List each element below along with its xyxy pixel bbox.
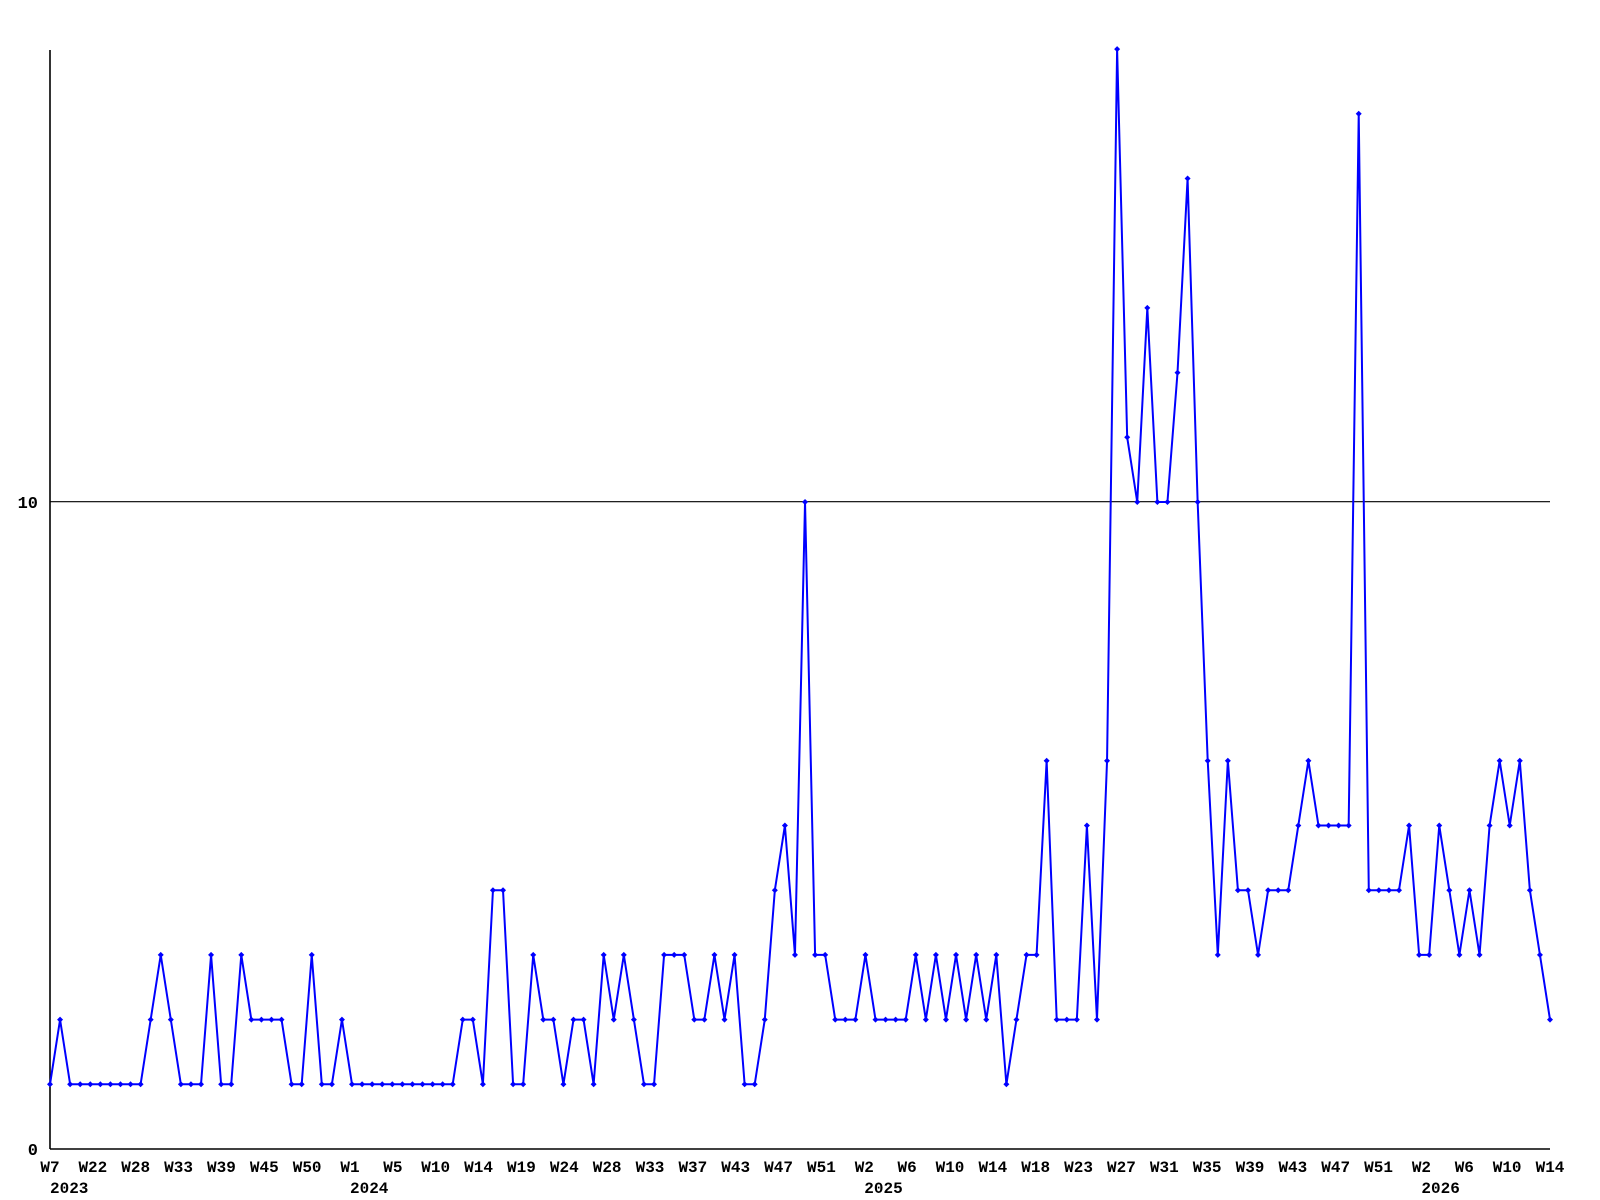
svg-text:W2: W2: [1412, 1159, 1431, 1177]
svg-text:W33: W33: [636, 1159, 665, 1177]
svg-text:10: 10: [18, 495, 38, 514]
svg-text:W10: W10: [421, 1159, 450, 1177]
svg-text:W19: W19: [507, 1159, 536, 1177]
svg-text:W35: W35: [1193, 1159, 1222, 1177]
svg-text:W14: W14: [1536, 1159, 1565, 1177]
svg-text:W7: W7: [40, 1159, 59, 1177]
svg-text:W45: W45: [250, 1159, 279, 1177]
svg-text:W14: W14: [464, 1159, 493, 1177]
svg-text:W14: W14: [978, 1159, 1007, 1177]
svg-text:W31: W31: [1150, 1159, 1179, 1177]
svg-text:W24: W24: [550, 1159, 579, 1177]
svg-text:W51: W51: [1364, 1159, 1393, 1177]
svg-text:W43: W43: [1278, 1159, 1307, 1177]
svg-text:W28: W28: [121, 1159, 150, 1177]
svg-text:W50: W50: [293, 1159, 322, 1177]
svg-text:2024: 2024: [350, 1180, 389, 1198]
svg-text:2025: 2025: [864, 1180, 902, 1198]
svg-text:W6: W6: [898, 1159, 917, 1177]
svg-text:0: 0: [28, 1142, 38, 1161]
svg-text:2023: 2023: [50, 1180, 88, 1198]
svg-text:W23: W23: [1064, 1159, 1093, 1177]
svg-text:W47: W47: [764, 1159, 793, 1177]
svg-text:W27: W27: [1107, 1159, 1136, 1177]
svg-text:W10: W10: [1493, 1159, 1522, 1177]
svg-text:W1: W1: [340, 1159, 359, 1177]
svg-text:W10: W10: [936, 1159, 965, 1177]
svg-text:W28: W28: [593, 1159, 622, 1177]
svg-text:W22: W22: [78, 1159, 107, 1177]
svg-text:W47: W47: [1321, 1159, 1350, 1177]
svg-text:W33: W33: [164, 1159, 193, 1177]
svg-text:W43: W43: [721, 1159, 750, 1177]
svg-text:W6: W6: [1455, 1159, 1474, 1177]
svg-text:2026: 2026: [1421, 1180, 1459, 1198]
svg-text:W39: W39: [207, 1159, 236, 1177]
svg-text:W39: W39: [1236, 1159, 1265, 1177]
svg-text:W5: W5: [383, 1159, 402, 1177]
svg-text:W2: W2: [855, 1159, 874, 1177]
svg-text:W18: W18: [1021, 1159, 1050, 1177]
svg-text:W51: W51: [807, 1159, 836, 1177]
svg-text:W37: W37: [678, 1159, 707, 1177]
